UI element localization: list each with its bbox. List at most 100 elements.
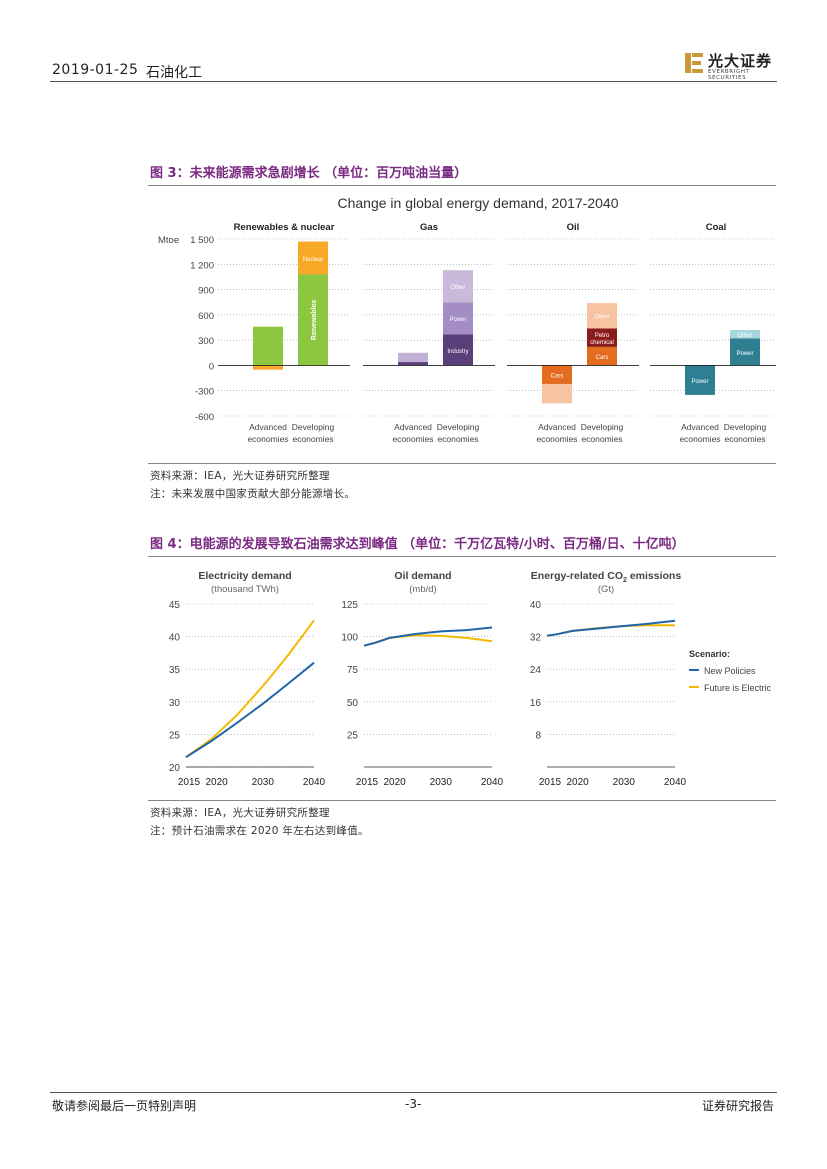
category-label: economies	[679, 434, 720, 444]
bar-segment-label: Renewables	[311, 300, 318, 341]
category-label: economies	[292, 434, 333, 444]
bar-segment	[398, 352, 428, 363]
y-tick-label: 900	[198, 286, 214, 297]
category-label: economies	[536, 434, 577, 444]
header-divider	[50, 81, 777, 82]
header-date: 2019-01-25	[52, 62, 139, 78]
bar-segment-label: Cars	[551, 374, 564, 380]
line-chart-subtitle: (mb/d)	[409, 584, 436, 595]
bar-segment	[730, 338, 760, 366]
category-label: economies	[581, 434, 622, 444]
x-tick-label: 2030	[252, 777, 275, 788]
bar-segment-label: Other	[594, 315, 609, 321]
legend-label: Future is Electric	[704, 683, 772, 693]
figure3-chart-title: Change in global energy demand, 2017-204…	[338, 195, 619, 211]
panel-title: Gas	[420, 222, 438, 233]
y-tick-label: 24	[530, 665, 542, 676]
x-tick-label: 2015	[356, 777, 379, 788]
category-label: Advanced	[538, 422, 576, 432]
panel-title: Coal	[706, 222, 727, 233]
bar-segment	[253, 326, 283, 366]
y-tick-label: -300	[195, 387, 214, 398]
y-tick-label: 75	[347, 665, 359, 676]
y-tick-label: -600	[195, 412, 214, 423]
category-label: economies	[392, 434, 433, 444]
line-chart-title: Energy-related CO2 emissions	[531, 570, 682, 584]
figure3-chart: Change in global energy demand, 2017-204…	[158, 195, 776, 444]
category-label: Advanced	[249, 422, 287, 432]
bar-segment-label: chemical	[590, 340, 614, 346]
logo-english-text: EVERBRIGHT SECURITIES	[708, 69, 750, 81]
bar-segment-label: Petro	[595, 333, 610, 339]
x-tick-label: 2030	[613, 777, 636, 788]
figure3-bottom-rule	[148, 463, 776, 464]
y-axis-unit: Mtoe	[158, 235, 179, 246]
figure4-source: 资料来源：IEA，光大证券研究所整理	[150, 807, 330, 819]
bar-segment	[587, 328, 617, 347]
y-tick-label: 25	[169, 730, 181, 741]
legend-label: New Policies	[704, 666, 756, 676]
figure4-note: 注：预计石油需求在 2020 年左右达到峰值。	[150, 825, 369, 837]
series-line	[546, 619, 676, 637]
y-tick-label: 16	[530, 698, 542, 709]
y-tick-label: 50	[347, 698, 359, 709]
category-label: Advanced	[681, 422, 719, 432]
figure4-chart: Electricity demand (thousand TWh) 20 25 30 35…	[169, 570, 772, 788]
footer-disclaimer: 敬请参阅最后一页特别声明	[52, 1099, 197, 1113]
figure3-caption: 图 3：未来能源需求急剧增长 （单位：百万吨油当量）	[150, 166, 468, 181]
category-label: Developing	[581, 422, 624, 432]
category-label: economies	[437, 434, 478, 444]
bar-segment	[587, 303, 617, 329]
bar-segment	[298, 241, 328, 275]
y-tick-label: 35	[169, 665, 181, 676]
bar-segment	[542, 383, 572, 404]
y-tick-label: 1 200	[190, 260, 214, 271]
y-tick-label: 40	[530, 600, 542, 611]
panel-title: Oil	[567, 222, 580, 233]
panel-title: Renewables & nuclear	[234, 222, 335, 233]
category-label: Developing	[724, 422, 767, 432]
page-number: -3-	[405, 1097, 422, 1111]
y-tick-label: 8	[535, 730, 541, 741]
bar-segment	[542, 365, 572, 384]
y-tick-label: 100	[341, 633, 358, 644]
bar-segment-label: Nuclear	[303, 257, 324, 263]
line-chart-subtitle: (Gt)	[598, 584, 614, 595]
footer-divider	[50, 1092, 777, 1093]
bar-segment-label: Power	[736, 351, 753, 357]
logo-mark-icon	[685, 53, 703, 73]
y-tick-label: 300	[198, 336, 214, 347]
series-line	[185, 661, 315, 759]
category-label: economies	[724, 434, 765, 444]
figure4-bottom-rule	[148, 800, 776, 801]
x-tick-label: 2015	[178, 777, 201, 788]
y-tick-label: 30	[169, 698, 181, 709]
bar-segment-label: Other	[737, 333, 752, 339]
bar-segment	[730, 330, 760, 339]
figure4-top-rule	[148, 556, 776, 557]
y-tick-label: 0	[209, 361, 214, 372]
y-tick-label: 125	[341, 600, 358, 611]
line-chart-title: Oil demand	[394, 570, 451, 582]
x-tick-label: 2015	[539, 777, 562, 788]
figure3-source: 资料来源：IEA，光大证券研究所整理	[150, 470, 330, 482]
category-label: Advanced	[394, 422, 432, 432]
x-tick-label: 2020	[205, 777, 228, 788]
company-logo: 光大证券 EVERBRIGHT SECURITIES	[684, 48, 776, 81]
bar-segment	[298, 274, 328, 366]
bar-segment-label: Power	[691, 379, 708, 385]
y-tick-label: 40	[169, 633, 181, 644]
line-chart-subtitle: (thousand TWh)	[211, 584, 279, 595]
logo-chinese-text: 光大证券	[708, 52, 773, 70]
x-tick-label: 2030	[430, 777, 453, 788]
figure3-top-rule	[148, 185, 776, 186]
bar-segment	[685, 365, 715, 395]
bar-segment	[443, 334, 473, 366]
category-label: Developing	[437, 422, 480, 432]
bar-segment-label: Cars	[596, 355, 609, 361]
bar-segment	[443, 302, 473, 335]
y-tick-label: 600	[198, 311, 214, 322]
legend-title: Scenario:	[689, 649, 730, 659]
category-label: Developing	[292, 422, 335, 432]
x-tick-label: 2040	[664, 777, 687, 788]
